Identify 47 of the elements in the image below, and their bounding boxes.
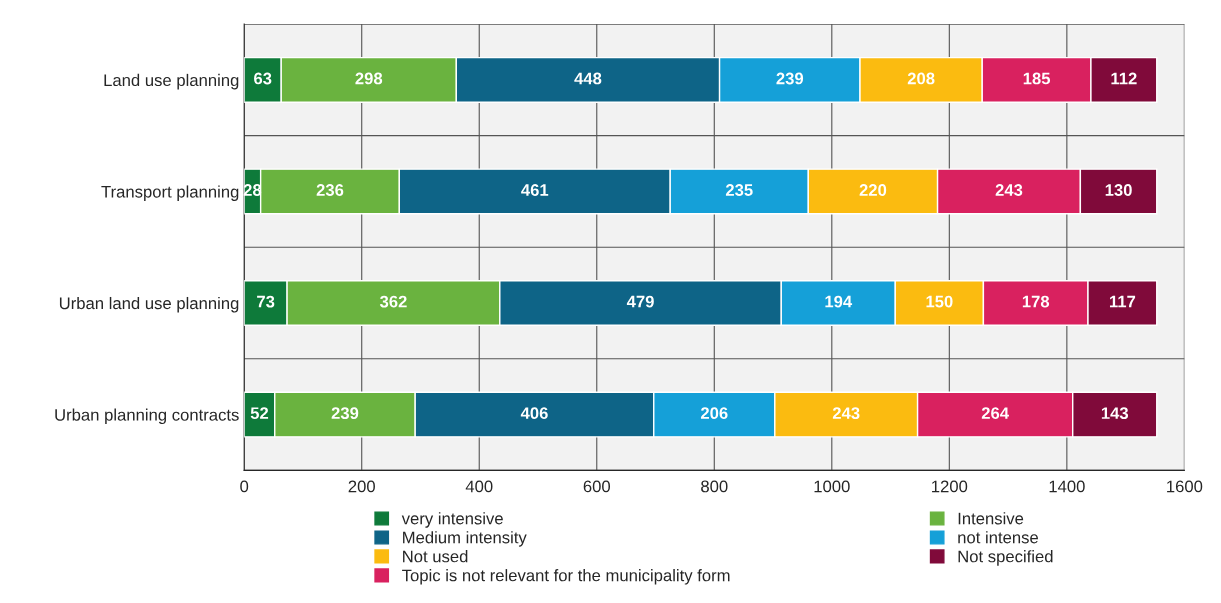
data-label: 143 [1101, 407, 1129, 420]
data-label: 298 [355, 72, 383, 85]
data-label: 73 [257, 295, 275, 308]
data-label: 448 [574, 72, 602, 85]
data-label: 206 [700, 407, 728, 420]
x-tick-label: 600 [583, 480, 611, 493]
data-label: 194 [825, 295, 853, 308]
data-label: 461 [521, 184, 549, 196]
x-tick-label: 1200 [932, 480, 968, 493]
data-label: 239 [776, 72, 804, 85]
data-label: 264 [981, 407, 1009, 420]
data-label: 362 [379, 295, 407, 308]
data-label: 185 [1023, 72, 1051, 85]
x-tick-label: 1400 [1049, 480, 1085, 493]
y-tick-label: Land use planning [104, 73, 239, 90]
data-label: 220 [859, 184, 887, 196]
x-tick-label: 1000 [814, 480, 850, 493]
legend-label: Topic is not relevant for the municipality form [402, 569, 730, 585]
data-label: 52 [250, 407, 269, 420]
data-label: 130 [1105, 184, 1132, 196]
data-label: 235 [725, 184, 753, 196]
legend-label: Medium intensity [403, 531, 527, 547]
data-label: 112 [1111, 72, 1137, 85]
x-tick-label: 800 [701, 480, 728, 493]
x-tick-label: 400 [465, 480, 493, 493]
data-label: 208 [907, 72, 935, 85]
legend-label: not intense [958, 531, 1038, 544]
data-label: 479 [626, 295, 654, 308]
legend-label: Intensive [958, 512, 1024, 525]
data-label: 243 [832, 407, 860, 420]
data-label: 239 [331, 407, 359, 420]
data-label: 236 [316, 184, 344, 196]
data-label: 178 [1022, 295, 1050, 308]
y-tick-label: Urban planning contracts [55, 408, 239, 425]
y-tick-label: Urban land use planning [59, 296, 239, 313]
data-label: 406 [520, 407, 548, 420]
data-label: 243 [995, 184, 1023, 196]
x-tick-label: 1600 [1167, 480, 1203, 493]
data-label: 63 [254, 72, 272, 85]
x-tick-label: 0 [240, 480, 249, 493]
legend-label: Not specified [958, 550, 1053, 566]
data-label: 150 [926, 295, 953, 308]
legend-label: very intensive [401, 512, 503, 528]
legend-label: Not used [403, 550, 468, 563]
y-tick-label: Transport planning [101, 185, 239, 201]
data-label: 117 [1109, 295, 1136, 308]
x-tick-label: 200 [348, 480, 375, 493]
